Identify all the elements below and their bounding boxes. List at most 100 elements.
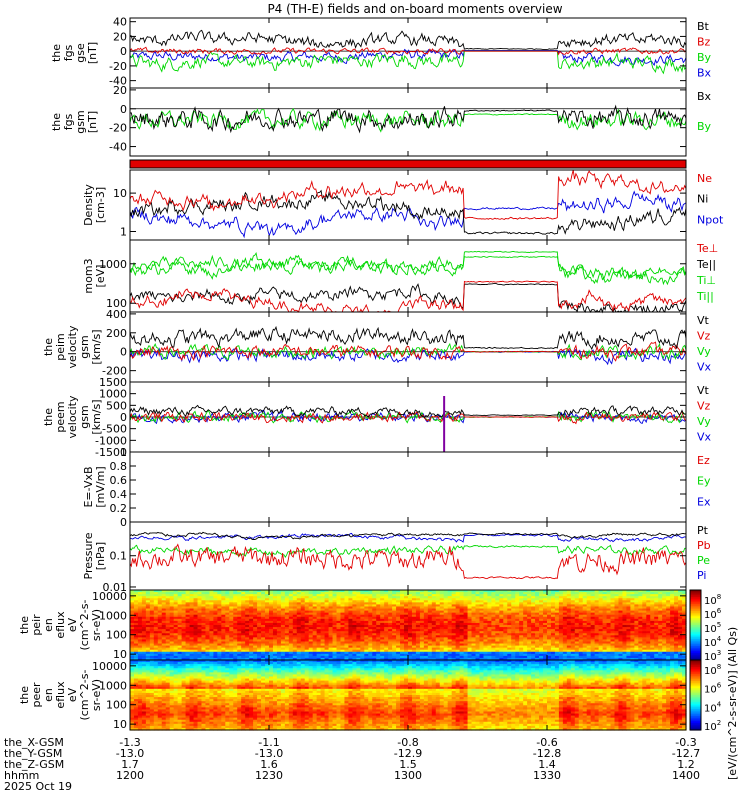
heatmap-cell	[582, 602, 588, 606]
heatmap-cell	[447, 655, 453, 659]
heatmap-cell	[372, 635, 377, 638]
heatmap-cell	[376, 604, 381, 608]
heatmap-cell	[408, 649, 413, 653]
heatmap-cell	[471, 641, 477, 645]
heatmap-cell	[356, 622, 361, 626]
heatmap-cell	[427, 651, 433, 655]
heatmap-cell	[519, 655, 524, 659]
heatmap-cell	[205, 635, 211, 638]
heatmap-cell	[531, 657, 536, 661]
heatmap-cell	[237, 641, 242, 645]
heatmap-cell	[404, 639, 409, 643]
heatmap-cell	[392, 616, 397, 620]
heatmap-cell	[324, 616, 330, 620]
heatmap-cell	[487, 610, 492, 614]
heatmap-cell	[177, 657, 183, 661]
heatmap-cell	[288, 590, 294, 593]
heatmap-cell	[590, 622, 596, 626]
heatmap-cell	[650, 610, 655, 614]
heatmap-cell	[340, 614, 346, 618]
heatmap-cell	[316, 622, 322, 626]
heatmap-cell	[582, 641, 588, 645]
heatmap-cell	[610, 596, 616, 599]
heatmap-cell	[535, 592, 540, 595]
heatmap-cell	[539, 620, 544, 624]
heatmap-cell	[245, 612, 250, 616]
heatmap-cell	[205, 651, 211, 655]
heatmap-cell	[324, 612, 330, 616]
heatmap-cell	[300, 602, 306, 606]
heatmap-cell	[130, 625, 135, 628]
heatmap-cell	[308, 643, 314, 647]
heatmap-cell	[177, 604, 183, 608]
heatmap-cell	[678, 639, 683, 643]
heatmap-cell	[348, 633, 353, 636]
heatmap-cell	[209, 641, 214, 645]
heatmap-cell	[352, 616, 357, 620]
heatmap-cell	[622, 627, 628, 630]
heatmap-cell	[233, 649, 238, 653]
heatmap-cell	[189, 598, 195, 601]
heatmap-cell	[574, 633, 580, 636]
heatmap-cell	[503, 620, 508, 624]
heatmap-cell	[531, 637, 536, 641]
heatmap-cell	[570, 596, 576, 599]
heatmap-cell	[292, 647, 298, 651]
heatmap-cell	[614, 631, 620, 634]
heatmap-cell	[249, 639, 254, 643]
heatmap-cell	[225, 641, 230, 645]
heatmap-cell	[193, 639, 199, 643]
heatmap-cell	[332, 655, 338, 659]
heatmap-cell	[320, 590, 326, 593]
heatmap-cell	[356, 627, 361, 630]
heatmap-cell	[578, 592, 584, 595]
heatmap-cell	[499, 596, 504, 599]
heatmap-cell	[606, 592, 612, 595]
heatmap-cell	[332, 596, 338, 599]
heatmap-cell	[364, 592, 369, 595]
heatmap-cell	[554, 594, 560, 597]
heatmap-cell	[272, 590, 278, 593]
heatmap-cell	[487, 635, 492, 638]
heatmap-cell	[650, 616, 655, 620]
heatmap-cell	[352, 610, 357, 614]
heatmap-cell	[475, 627, 481, 630]
heatmap-cell	[467, 631, 473, 634]
heatmap-cell	[566, 647, 572, 651]
heatmap-cell	[356, 629, 361, 632]
heatmap-cell	[574, 635, 580, 638]
heatmap-cell	[233, 620, 238, 624]
heatmap-cell	[618, 643, 624, 647]
heatmap-cell	[229, 645, 234, 649]
heatmap-cell	[439, 631, 445, 634]
heatmap-cell	[471, 651, 477, 655]
heatmap-cell	[658, 649, 663, 653]
heatmap-cell	[165, 602, 171, 606]
heatmap-cell	[253, 649, 258, 653]
heatmap-cell	[523, 643, 528, 647]
heatmap-cell	[193, 592, 199, 595]
heatmap-cell	[137, 627, 143, 630]
y-axis-label: fgs	[62, 113, 75, 130]
heatmap-cell	[570, 625, 576, 628]
heatmap-cell	[201, 602, 207, 606]
legend-Vz: Vz	[697, 400, 711, 413]
heatmap-cell	[181, 647, 187, 651]
heatmap-cell	[272, 651, 278, 655]
heatmap-cell	[161, 641, 167, 645]
heatmap-cell	[662, 629, 667, 632]
heatmap-cell	[384, 598, 389, 601]
heatmap-cell	[157, 596, 163, 599]
heatmap-cell	[360, 604, 365, 608]
heatmap-cell	[316, 629, 322, 632]
heatmap-cell	[249, 631, 254, 634]
heatmap-cell	[455, 657, 461, 661]
heatmap-cell	[650, 614, 655, 618]
heatmap-cell	[634, 641, 639, 645]
heatmap-cell	[332, 602, 338, 606]
heatmap-cell	[249, 614, 254, 618]
heatmap-cell	[169, 643, 175, 647]
heatmap-cell	[356, 635, 361, 638]
heatmap-cell	[670, 649, 675, 653]
heatmap-cell	[455, 614, 461, 618]
